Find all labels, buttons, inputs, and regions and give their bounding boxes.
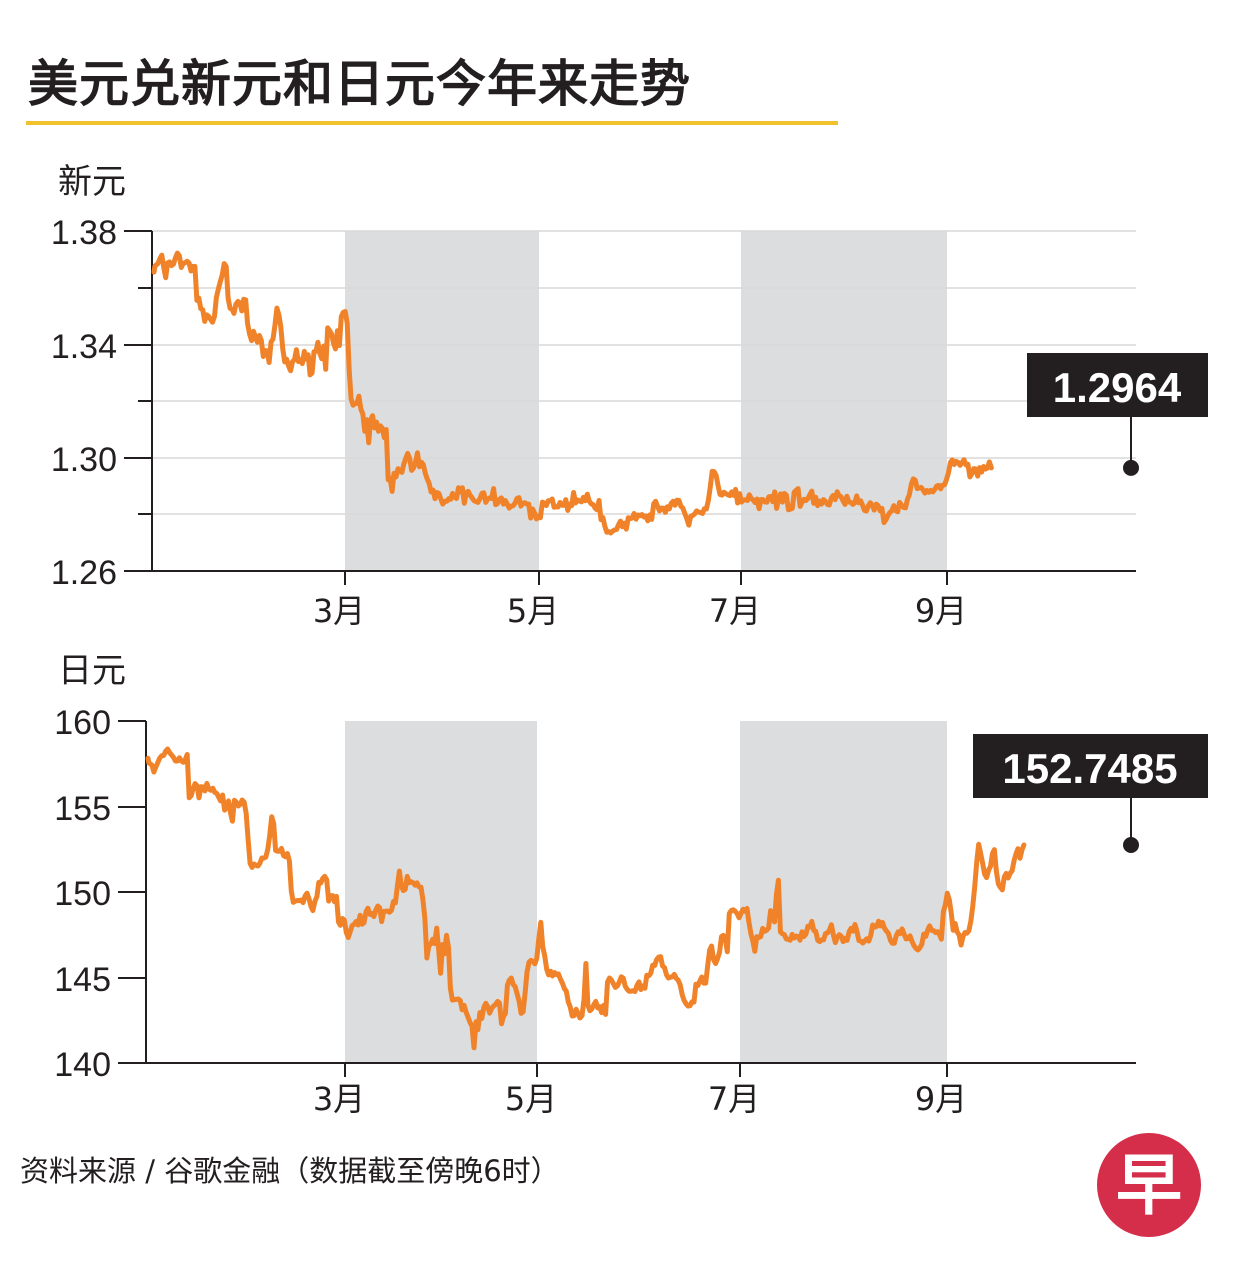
series-line: [151, 250, 994, 536]
last-value-box: [973, 734, 1208, 798]
x-tick-label: 7月: [708, 1080, 760, 1118]
last-value-dot: [1123, 459, 1139, 476]
last-value-dot: [1123, 836, 1139, 853]
series-line: [145, 746, 1027, 1051]
chart-panel-1: 1.38 1.34 1.30 1.26 新元 3月 5月 7月 9月 1.2964: [51, 162, 1208, 630]
last-value-box: [1027, 353, 1208, 417]
y-tick-label: 140: [54, 1046, 111, 1084]
logo-char: 早: [1116, 1147, 1182, 1224]
x-tick-label: 9月: [915, 1080, 967, 1118]
source-note: 资料来源 / 谷歌金融（数据截至傍晚6时）: [20, 1154, 560, 1188]
y-tick-label: 1.26: [51, 554, 117, 592]
y-tick-label: 160: [54, 704, 111, 742]
y-tick-label: 155: [54, 790, 111, 828]
last-value-label: 1.2964: [1053, 364, 1182, 411]
logo-circle: [1097, 1133, 1201, 1237]
x-tick-label: 9月: [915, 592, 967, 630]
chart-panel-2: 160 155 150 145 140 日元 3月 5月 7月 9月 152.7485: [54, 651, 1208, 1118]
x-tick-label: 3月: [313, 592, 365, 630]
title-underline: [26, 121, 838, 125]
y-tick-label: 1.30: [51, 441, 117, 479]
x-tick-label: 3月: [313, 1080, 365, 1118]
shaded-period: [740, 721, 947, 1063]
x-tick-label: 5月: [505, 1080, 557, 1118]
y-axis-label: 日元: [58, 651, 126, 691]
last-value-label: 152.7485: [1002, 745, 1177, 792]
chart-title: 美元兑新元和日元今年来走势: [28, 55, 691, 113]
x-tick-label: 7月: [709, 592, 761, 630]
y-axis-label: 新元: [58, 162, 126, 202]
zaobao-logo-icon: 早: [1097, 1133, 1201, 1237]
shaded-period: [345, 721, 537, 1063]
x-tick-label: 5月: [507, 592, 559, 630]
y-tick-label: 1.34: [51, 328, 117, 366]
y-tick-label: 145: [54, 961, 111, 999]
y-tick-label: 150: [54, 875, 111, 913]
y-tick-label: 1.38: [51, 214, 117, 252]
